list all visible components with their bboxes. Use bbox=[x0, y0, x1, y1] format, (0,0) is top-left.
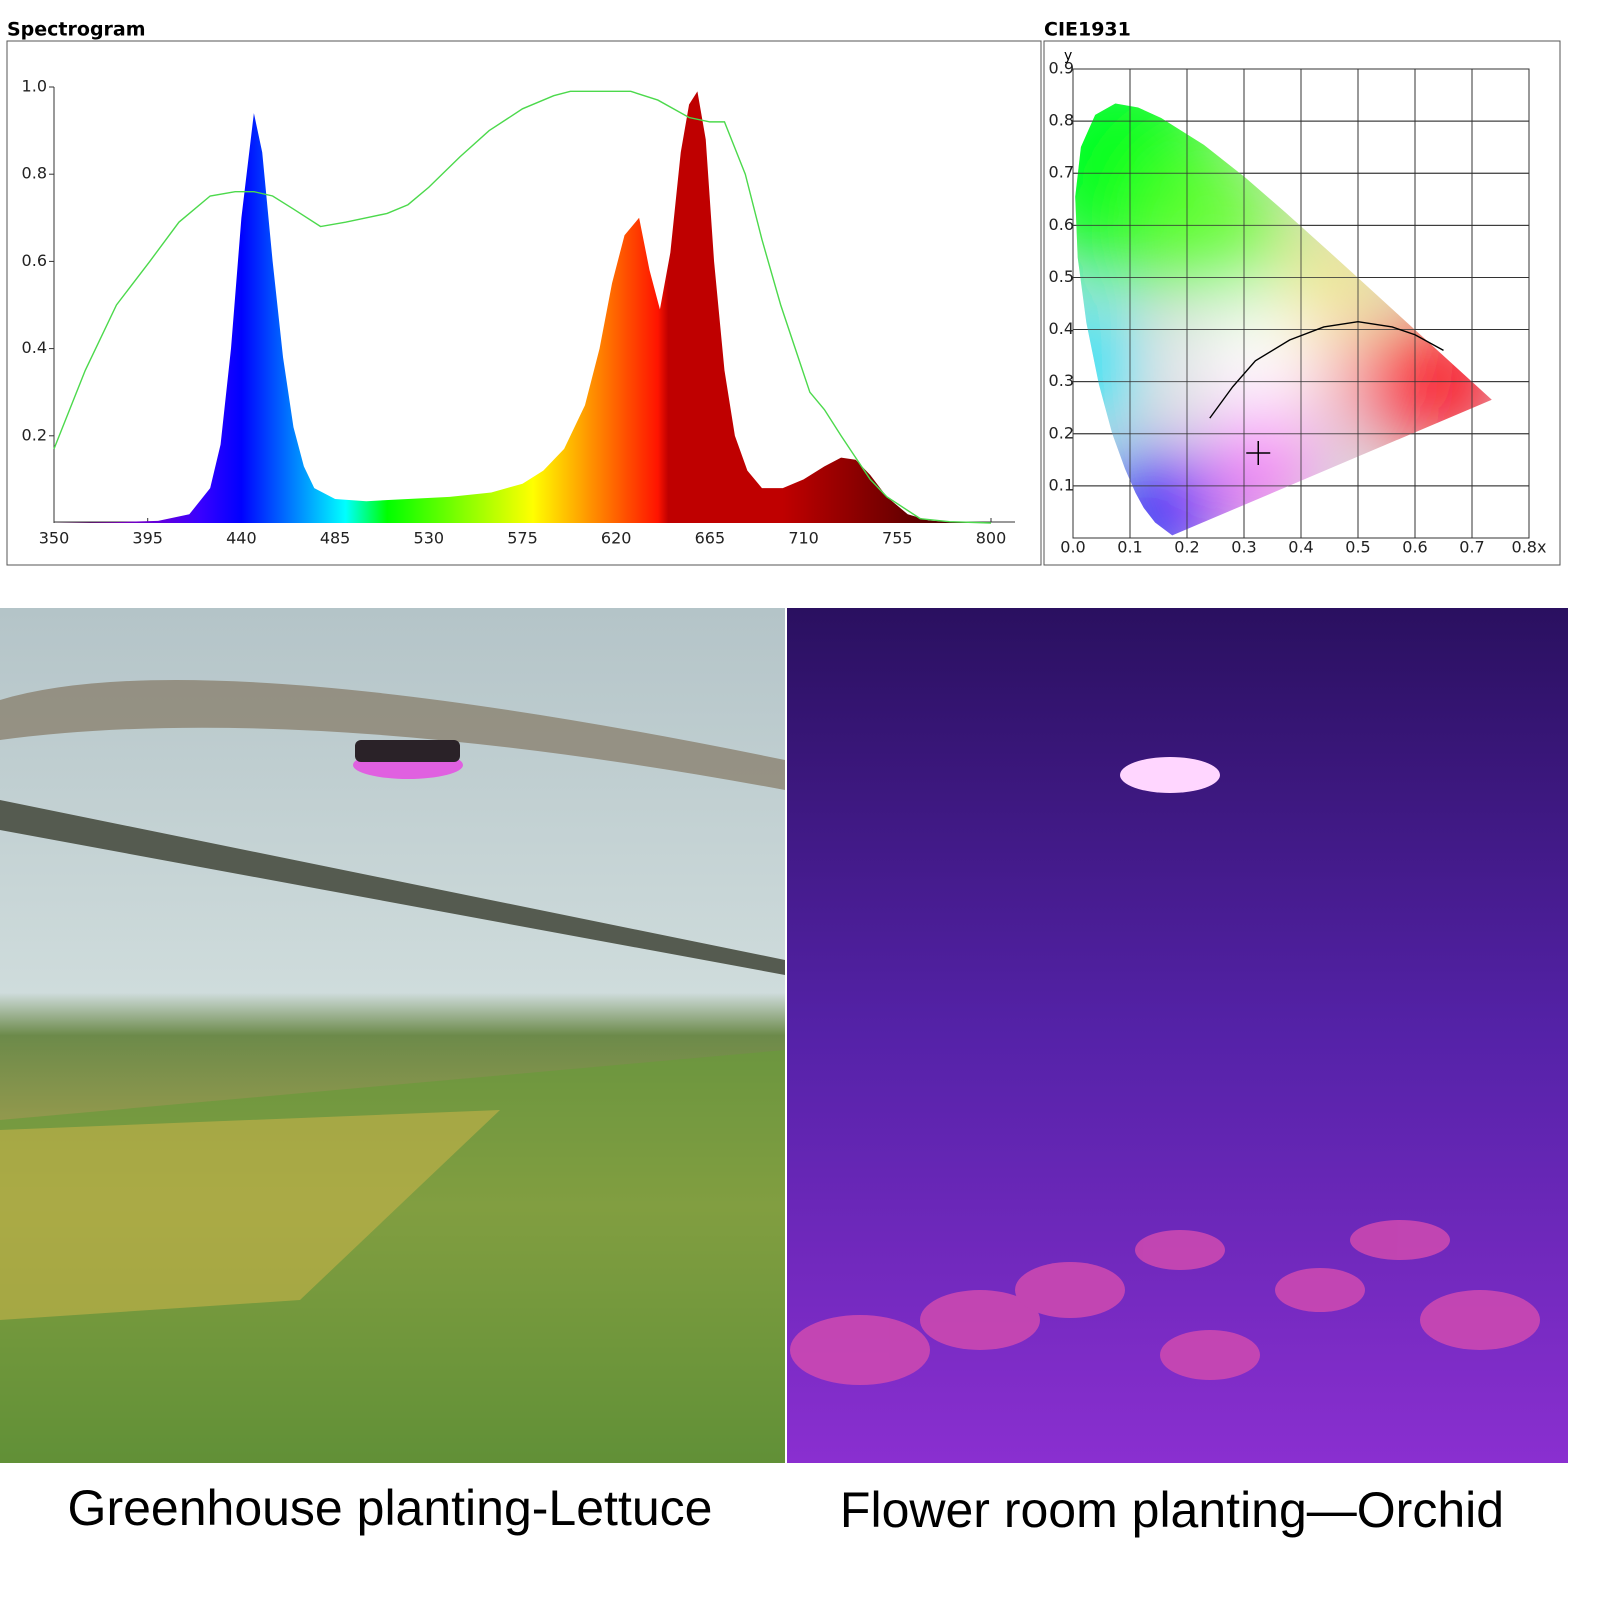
series-line bbox=[1209, 321, 1444, 419]
x-tick-label: 755 bbox=[882, 529, 913, 548]
y-tick-label: 0.4 bbox=[22, 338, 47, 357]
caption: Flower room planting—Orchid bbox=[840, 1482, 1504, 1538]
y-tick-label: 0.6 bbox=[22, 251, 47, 270]
y-tick-label: 0.5 bbox=[1049, 267, 1074, 286]
plot: 0.0 0.1 0.2 0.3 0.4 0.5 0.6 0.7 0.8x 0.1 0.2 0.3 0.4… bbox=[1049, 59, 1547, 557]
y-tick-label: 0.1 bbox=[1049, 475, 1074, 494]
point-marker bbox=[1246, 441, 1271, 466]
x-tick-label: 440 bbox=[226, 529, 257, 548]
y-tick-label: 0.8 bbox=[22, 164, 47, 183]
x-tick-label: 0.2 bbox=[1174, 538, 1199, 557]
y-tick-label: 1.0 bbox=[22, 77, 47, 96]
x-tick-label: 0.7 bbox=[1459, 538, 1484, 557]
x-tick-label: 800 bbox=[976, 529, 1007, 548]
x-tick-label: 575 bbox=[507, 529, 538, 548]
cie-frame bbox=[1043, 40, 1561, 566]
y-axis-label: y bbox=[1064, 48, 1072, 64]
x-tick-label: 620 bbox=[601, 529, 632, 548]
x-tick-label: 395 bbox=[132, 529, 163, 548]
chart-title: Spectrogram bbox=[7, 19, 146, 41]
plot: 350 395 440 485 530 575 620 665 710 755 800 0.2 0.4 0… bbox=[22, 77, 1015, 548]
x-tick-label: 530 bbox=[414, 529, 445, 548]
x-tick-label: 0.3 bbox=[1231, 538, 1256, 557]
caption: Greenhouse planting-Lettuce bbox=[68, 1480, 713, 1536]
x-tick-label: 350 bbox=[39, 529, 70, 548]
chart-title: CIE1931 bbox=[1044, 19, 1131, 41]
y-tick-label: 0.3 bbox=[1049, 371, 1074, 390]
y-tick-label: 0.8 bbox=[1049, 111, 1074, 130]
x-tick-label: 0.1 bbox=[1117, 538, 1142, 557]
chromaticity-fill bbox=[1075, 103, 1492, 536]
photo-flower-room bbox=[787, 608, 1568, 1463]
y-tick-label: 0.6 bbox=[1049, 215, 1074, 234]
y-tick-label: 0.7 bbox=[1049, 163, 1074, 182]
x-tick-label: 665 bbox=[695, 529, 726, 548]
x-tick-label: 0.4 bbox=[1288, 538, 1313, 557]
spectrogram-frame bbox=[6, 40, 1042, 566]
photo-greenhouse bbox=[0, 608, 785, 1463]
y-tick-label: 0.9 bbox=[1049, 59, 1074, 78]
y-tick-label: 0.2 bbox=[1049, 423, 1074, 442]
x-tick-label: 0.8x bbox=[1512, 538, 1547, 557]
x-tick-label: 0.5 bbox=[1345, 538, 1370, 557]
x-tick-label: 0.6 bbox=[1402, 538, 1427, 557]
y-tick-label: 0.2 bbox=[22, 425, 47, 444]
spectrum-area bbox=[54, 91, 991, 524]
y-tick-label: 0.4 bbox=[1049, 319, 1074, 338]
series-line bbox=[53, 90, 992, 524]
x-tick-label: 485 bbox=[320, 529, 351, 548]
x-tick-label: 0.0 bbox=[1060, 538, 1085, 557]
x-tick-label: 710 bbox=[788, 529, 819, 548]
